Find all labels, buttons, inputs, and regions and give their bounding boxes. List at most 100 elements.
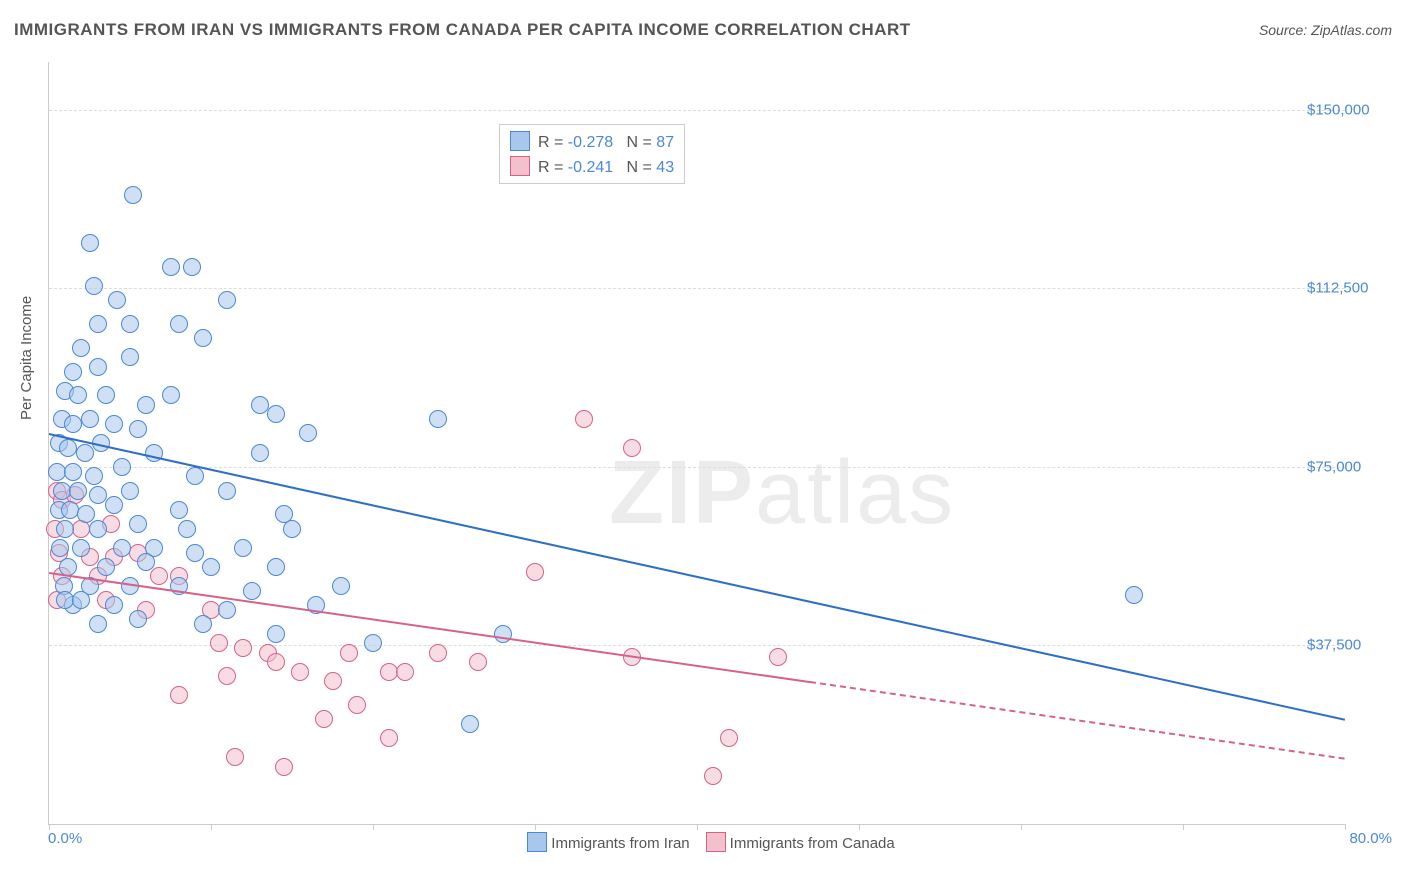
scatter-point-iran — [129, 420, 147, 438]
scatter-point-iran — [89, 520, 107, 538]
gridline — [49, 467, 1345, 468]
scatter-point-iran — [89, 486, 107, 504]
scatter-point-iran — [267, 405, 285, 423]
scatter-point-iran — [113, 539, 131, 557]
scatter-point-iran — [108, 291, 126, 309]
scatter-point-canada — [267, 653, 285, 671]
scatter-point-iran — [162, 386, 180, 404]
x-tick — [1183, 824, 1184, 830]
scatter-point-iran — [61, 501, 79, 519]
scatter-point-canada — [526, 563, 544, 581]
scatter-point-iran — [121, 348, 139, 366]
scatter-point-iran — [234, 539, 252, 557]
scatter-point-iran — [202, 558, 220, 576]
scatter-point-canada — [340, 644, 358, 662]
scatter-point-canada — [396, 663, 414, 681]
gridline — [49, 288, 1345, 289]
scatter-point-canada — [575, 410, 593, 428]
scatter-point-iran — [129, 515, 147, 533]
scatter-point-iran — [105, 415, 123, 433]
correlation-stats-box: R = -0.278 N = 87R = -0.241 N = 43 — [499, 124, 685, 184]
scatter-point-iran — [429, 410, 447, 428]
scatter-point-iran — [89, 315, 107, 333]
scatter-point-canada — [324, 672, 342, 690]
y-axis-label: Per Capita Income — [18, 296, 35, 420]
scatter-point-iran — [121, 315, 139, 333]
scatter-point-iran — [218, 601, 236, 619]
trendline-dashed — [810, 681, 1345, 760]
scatter-point-iran — [1125, 586, 1143, 604]
scatter-point-iran — [170, 501, 188, 519]
scatter-point-canada — [720, 729, 738, 747]
scatter-point-iran — [97, 558, 115, 576]
scatter-point-iran — [76, 444, 94, 462]
scatter-point-iran — [283, 520, 301, 538]
scatter-point-iran — [162, 258, 180, 276]
scatter-point-iran — [129, 610, 147, 628]
scatter-point-canada — [704, 767, 722, 785]
legend-label: Immigrants from Iran — [551, 835, 689, 852]
stats-row: R = -0.241 N = 43 — [510, 154, 674, 179]
y-tick-label: $112,500 — [1307, 280, 1395, 297]
source-attribution: Source: ZipAtlas.com — [1259, 22, 1392, 38]
scatter-point-iran — [183, 258, 201, 276]
x-tick — [1021, 824, 1022, 830]
scatter-point-iran — [72, 339, 90, 357]
gridline — [49, 110, 1345, 111]
scatter-point-iran — [72, 539, 90, 557]
scatter-point-iran — [299, 424, 317, 442]
scatter-point-iran — [81, 234, 99, 252]
legend-label: Immigrants from Canada — [730, 835, 895, 852]
scatter-point-iran — [267, 558, 285, 576]
scatter-point-iran — [64, 363, 82, 381]
scatter-point-canada — [469, 653, 487, 671]
scatter-point-iran — [267, 625, 285, 643]
scatter-point-iran — [81, 410, 99, 428]
scatter-point-iran — [69, 386, 87, 404]
scatter-point-canada — [226, 748, 244, 766]
scatter-point-iran — [89, 358, 107, 376]
scatter-point-iran — [51, 539, 69, 557]
scatter-point-iran — [243, 582, 261, 600]
scatter-plot-area: ZIPatlas R = -0.278 N = 87R = -0.241 N =… — [48, 62, 1345, 825]
legend-swatch — [527, 832, 547, 852]
scatter-point-iran — [72, 591, 90, 609]
scatter-point-canada — [348, 696, 366, 714]
scatter-point-canada — [170, 686, 188, 704]
stats-r-value: -0.278 — [568, 134, 613, 151]
source-label: Source: — [1259, 22, 1311, 38]
x-tick — [373, 824, 374, 830]
legend-swatch — [706, 832, 726, 852]
scatter-point-canada — [769, 648, 787, 666]
stats-r-value: -0.241 — [568, 159, 613, 176]
scatter-point-canada — [275, 758, 293, 776]
x-tick — [211, 824, 212, 830]
scatter-point-iran — [461, 715, 479, 733]
scatter-point-iran — [137, 553, 155, 571]
scatter-point-iran — [186, 467, 204, 485]
x-tick — [859, 824, 860, 830]
scatter-point-iran — [56, 520, 74, 538]
scatter-point-iran — [251, 396, 269, 414]
stats-row: R = -0.278 N = 87 — [510, 129, 674, 154]
source-value: ZipAtlas.com — [1311, 22, 1392, 38]
scatter-point-iran — [218, 482, 236, 500]
scatter-point-iran — [89, 615, 107, 633]
scatter-point-iran — [218, 291, 236, 309]
trendline — [49, 572, 811, 683]
y-tick-label: $75,000 — [1307, 458, 1395, 475]
scatter-point-iran — [194, 329, 212, 347]
scatter-point-canada — [150, 567, 168, 585]
scatter-point-iran — [105, 596, 123, 614]
scatter-point-canada — [210, 634, 228, 652]
scatter-point-canada — [291, 663, 309, 681]
bottom-legend: Immigrants from Iran Immigrants from Cana… — [0, 832, 1406, 852]
scatter-point-iran — [121, 482, 139, 500]
scatter-point-canada — [380, 729, 398, 747]
scatter-point-canada — [218, 667, 236, 685]
y-tick-label: $37,500 — [1307, 637, 1395, 654]
watermark-rest: atlas — [755, 443, 955, 543]
scatter-point-canada — [234, 639, 252, 657]
scatter-point-iran — [251, 444, 269, 462]
scatter-point-iran — [170, 315, 188, 333]
